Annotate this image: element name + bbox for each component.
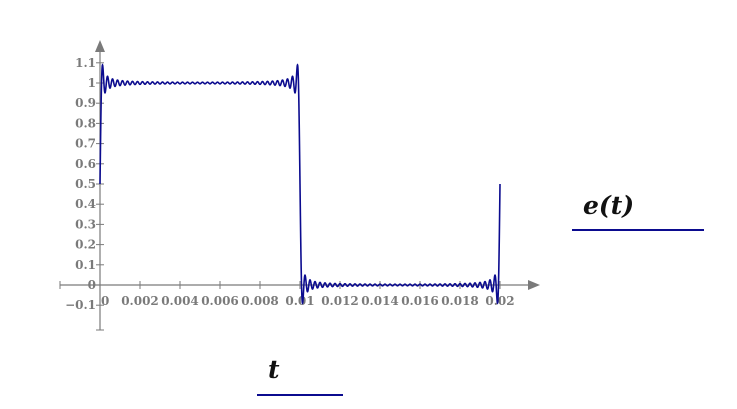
x-axis-arrow	[528, 280, 540, 290]
x-tick-label: 0	[101, 294, 109, 308]
y-tick-labels: 1.1 1 0.9 0.8 0.7 0.6 0.5 0.4 0.3 0.2 0.1 0 −0.1	[65, 56, 96, 312]
x-tick-label: 0.01	[285, 294, 314, 308]
y-tick-label: 0.8	[75, 116, 96, 130]
x-tick-label: 0.014	[361, 294, 399, 308]
x-axis-expression[interactable]: t	[268, 355, 280, 384]
x-tick-label: 0.002	[121, 294, 159, 308]
y-tick-label: 0.2	[75, 238, 96, 252]
x-tick-label: 0.006	[201, 294, 239, 308]
y-tick-label: 0.4	[75, 197, 96, 211]
x-tick-label: 0.018	[441, 294, 479, 308]
x-tick-label: 0.016	[401, 294, 439, 308]
y-tick-label: 0.9	[75, 96, 96, 110]
x-tick-label: 0.02	[485, 294, 514, 308]
x-tick-labels: 0 0.002 0.004 0.006 0.008 0.01 0.012 0.014 0.016…	[101, 294, 515, 308]
y-axis-arrow	[95, 40, 105, 52]
y-tick-label: 0.3	[75, 217, 96, 231]
y-tick-label: 0	[88, 278, 96, 292]
y-tick-label: 0.5	[75, 177, 96, 191]
y-tick-label: 1	[88, 76, 96, 90]
y-axis-expression[interactable]: e(t)	[583, 191, 634, 220]
y-tick-label: 0.1	[75, 258, 96, 272]
series-e-of-t	[99, 63, 501, 305]
y-tick-label: 1.1	[75, 56, 96, 70]
y-tick-label: −0.1	[65, 298, 96, 312]
x-tick-label: 0.008	[241, 294, 279, 308]
y-tick-label: 0.7	[75, 137, 96, 151]
y-tick-label: 0.6	[75, 157, 96, 171]
x-tick-label: 0.012	[321, 294, 359, 308]
x-tick-label: 0.004	[161, 294, 199, 308]
